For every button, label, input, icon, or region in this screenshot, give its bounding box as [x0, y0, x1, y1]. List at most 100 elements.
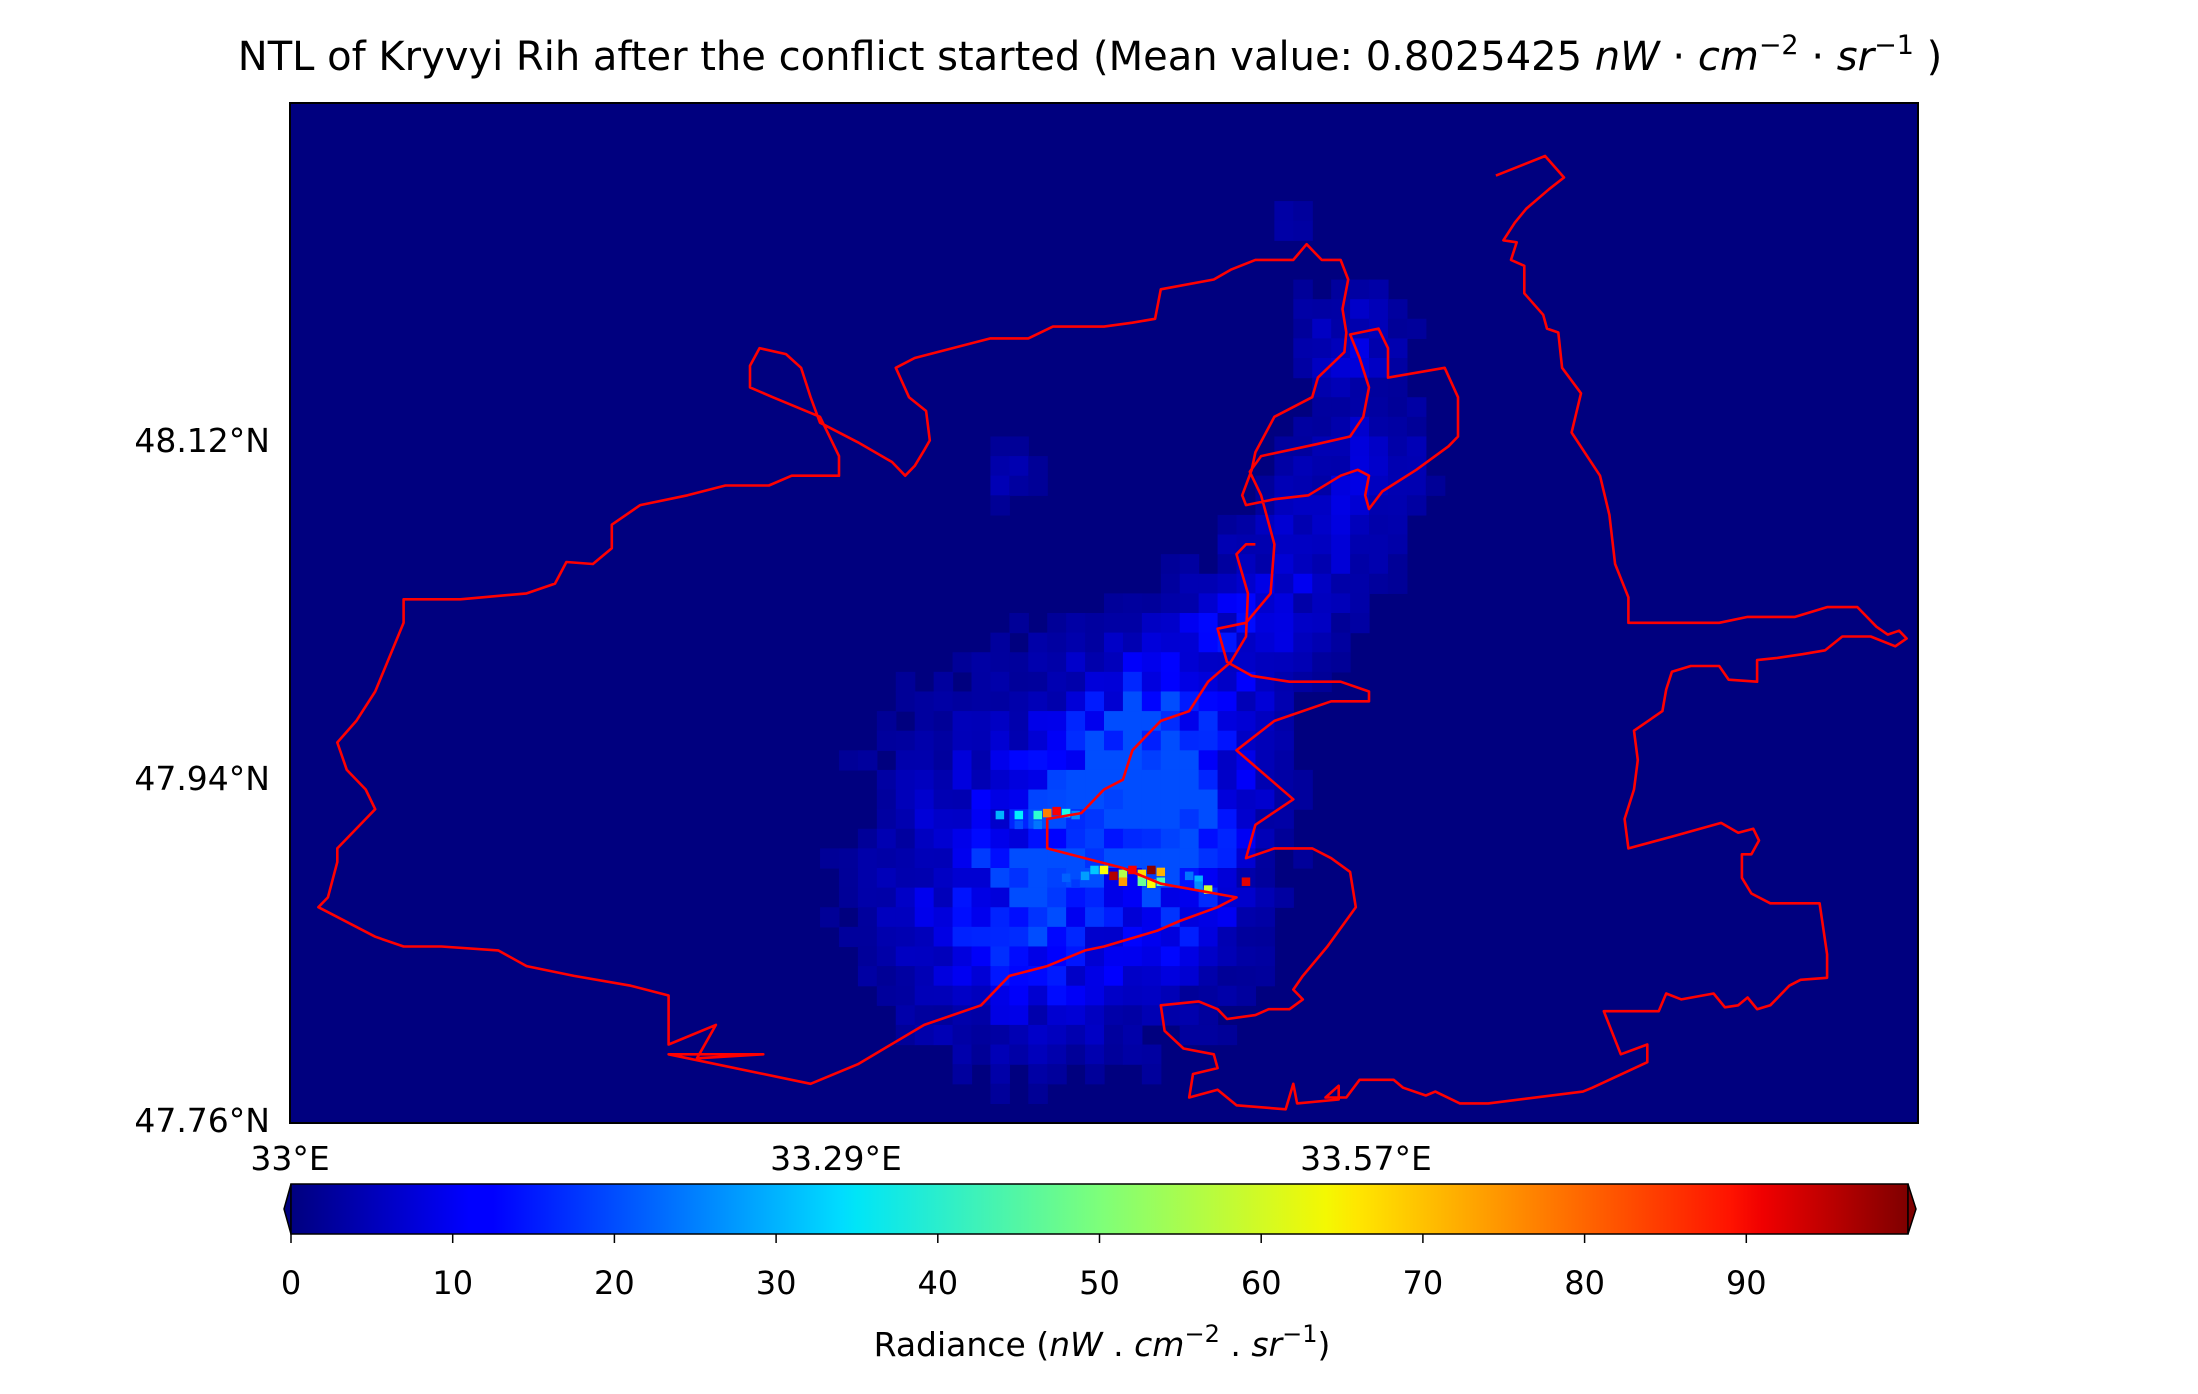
radiance-cell: [1236, 946, 1257, 967]
radiance-cell: [1160, 868, 1181, 889]
radiance-cell: [1179, 809, 1200, 830]
radiance-cell: [990, 1064, 1010, 1085]
radiance-hotspot: [1147, 865, 1156, 875]
radiance-cell: [1236, 926, 1257, 948]
radiance-cell: [1028, 887, 1048, 908]
radiance-cell: [1369, 416, 1389, 438]
radiance-cell: [1028, 1024, 1048, 1046]
radiance-cell: [1085, 966, 1105, 987]
radiance-cell: [1104, 946, 1124, 967]
radiance-cell: [1160, 573, 1181, 594]
radiance-cell: [1293, 534, 1313, 555]
radiance-cell: [1236, 632, 1257, 653]
radiance-cell: [952, 809, 973, 830]
radiance-cell: [971, 691, 992, 712]
radiance-cell: [1104, 711, 1124, 732]
radiance-cell: [1217, 750, 1238, 771]
radiance-cell: [1331, 318, 1351, 339]
radiance-cell: [971, 946, 992, 967]
radiance-cell: [1312, 573, 1332, 594]
radiance-cell: [1198, 750, 1219, 771]
title-unit-sr: sr: [1837, 34, 1877, 80]
radiance-cell: [1066, 926, 1086, 948]
radiance-cell: [1009, 789, 1029, 810]
radiance-cell: [1085, 1044, 1105, 1065]
radiance-cell: [1009, 1024, 1029, 1046]
radiance-cell: [1369, 358, 1389, 379]
radiance-cell: [1312, 338, 1332, 359]
radiance-cell: [1066, 887, 1086, 908]
radiance-cell: [1141, 985, 1162, 1006]
radiance-cell: [1236, 907, 1257, 928]
radiance-cell: [1236, 966, 1257, 987]
radiance-cell: [1009, 1005, 1029, 1026]
radiance-cell: [820, 848, 840, 869]
radiance-cell: [1293, 573, 1313, 594]
radiance-cell: [1217, 926, 1238, 948]
radiance-cell: [1028, 730, 1048, 751]
radiance-cell: [952, 730, 973, 751]
colorbar-tick-label: 40: [917, 1264, 958, 1302]
cb-label-sr: sr: [1251, 1325, 1284, 1364]
radiance-cell: [1028, 1005, 1048, 1026]
radiance-cell: [990, 691, 1010, 712]
radiance-cell: [1028, 946, 1048, 967]
radiance-cell: [1085, 652, 1105, 673]
x-tick-label: 33°E: [250, 1139, 329, 1178]
colorbar-tick-label: 30: [756, 1264, 797, 1302]
colorbar-tick-label: 20: [594, 1264, 635, 1302]
radiance-cell: [1122, 907, 1143, 928]
radiance-cell: [1085, 1005, 1105, 1026]
radiance-cell: [1085, 1024, 1105, 1046]
radiance-cell: [1293, 220, 1313, 241]
radiance-cell: [1009, 475, 1029, 496]
radiance-cell: [1198, 946, 1219, 967]
radiance-cell: [1217, 534, 1238, 555]
radiance-cell: [1047, 1024, 1067, 1046]
radiance-cell: [971, 671, 992, 693]
radiance-cell: [914, 769, 935, 791]
colorbar-tick-label: 50: [1079, 1264, 1120, 1302]
radiance-cell: [1236, 711, 1257, 732]
radiance-cell: [1217, 966, 1238, 987]
title-unit-space: [1582, 34, 1595, 80]
radiance-cell: [1331, 299, 1351, 320]
radiance-hotspot: [1033, 820, 1042, 830]
radiance-cell: [1331, 554, 1351, 575]
radiance-cell: [1198, 730, 1219, 751]
radiance-cell: [1160, 887, 1181, 908]
radiance-cell: [971, 828, 992, 849]
radiance-cell: [895, 789, 916, 810]
radiance-cell: [971, 985, 992, 1006]
radiance-cell: [1293, 769, 1313, 791]
radiance-cell: [1009, 730, 1029, 751]
radiance-cell: [1047, 1005, 1067, 1026]
radiance-hotspot: [1109, 871, 1118, 881]
radiance-cell: [1274, 495, 1294, 516]
title-mean-value: 0.8025425: [1366, 34, 1582, 80]
radiance-cell: [1122, 1024, 1143, 1046]
radiance-cell: [933, 809, 954, 830]
radiance-cell: [1255, 554, 1275, 575]
radiance-cell: [1104, 1044, 1124, 1065]
radiance-cell: [1350, 279, 1370, 300]
radiance-hotspot: [1042, 808, 1052, 818]
radiance-cell: [971, 769, 992, 791]
radiance-cell: [990, 730, 1010, 751]
radiance-cell: [1217, 671, 1238, 693]
radiance-cell: [1387, 475, 1408, 496]
radiance-cell: [1028, 750, 1048, 771]
radiance-cell: [876, 769, 897, 791]
radiance-cell: [1198, 593, 1219, 614]
radiance-cell: [1369, 299, 1389, 320]
title-unit-cm: cm: [1698, 34, 1759, 80]
radiance-cell: [1066, 1024, 1086, 1046]
radiance-cell: [1122, 809, 1143, 830]
radiance-hotspot: [1184, 871, 1194, 881]
radiance-cell: [895, 946, 916, 967]
radiance-cell: [914, 926, 935, 948]
radiance-cell: [1369, 534, 1389, 555]
radiance-hotspot: [1137, 869, 1147, 879]
radiance-cell: [1293, 789, 1313, 810]
radiance-cell: [1179, 769, 1200, 791]
